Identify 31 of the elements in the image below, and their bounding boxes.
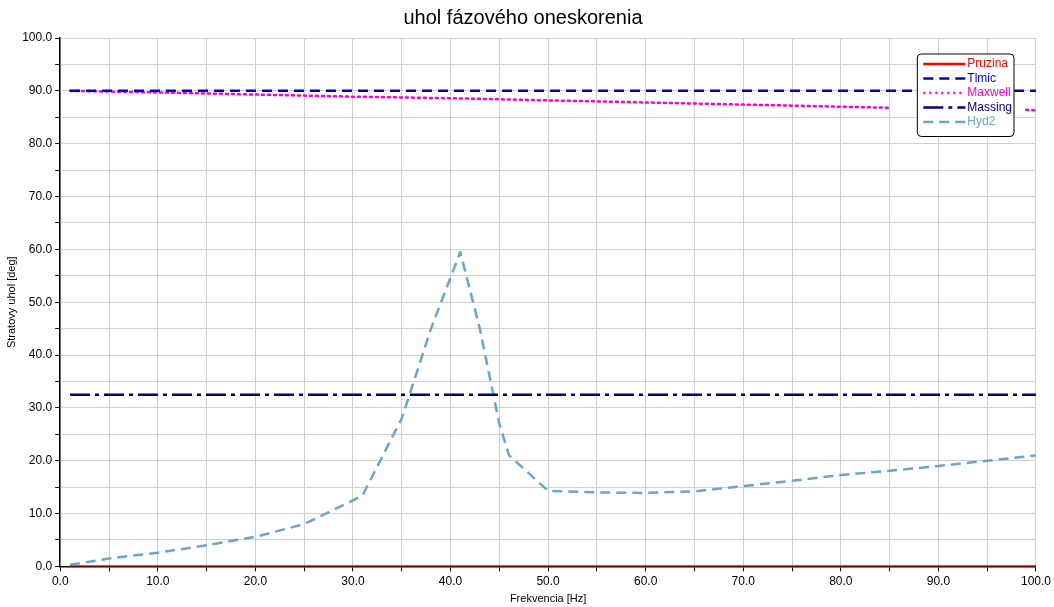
chart-title: uhol fázového oneskorenia — [403, 5, 644, 28]
legend-label: Massing — [967, 99, 1012, 114]
x-tick-label: 20.0 — [243, 573, 268, 588]
x-tick-label: 100.0 — [1020, 573, 1052, 588]
y-tick-label: 70.0 — [28, 188, 53, 203]
line-series — [68, 250, 1036, 567]
x-axis-title: Frekvencia [Hz] — [509, 592, 587, 605]
y-tick-label: 80.0 — [28, 135, 53, 150]
x-tick-label: 30.0 — [341, 573, 365, 588]
x-tick-label: 10.0 — [146, 573, 170, 588]
y-tick-label: 30.0 — [28, 400, 53, 415]
y-tick-label: 20.0 — [28, 453, 53, 468]
y-tick-label: 40.0 — [28, 347, 53, 362]
y-tick-label: 0.0 — [35, 558, 53, 573]
x-tick-label: 40.0 — [438, 573, 463, 588]
y-tick-label: 50.0 — [28, 294, 53, 309]
x-tick-label: 0.0 — [51, 573, 69, 588]
y-tick-label: 90.0 — [28, 83, 53, 98]
x-tick-label: 60.0 — [634, 573, 658, 588]
legend-label: Tlmic — [967, 70, 996, 85]
y-tick-label: 10.0 — [28, 505, 53, 520]
y-tick-label: 60.0 — [28, 241, 53, 256]
legend-label: Hyd2 — [967, 114, 996, 129]
x-tick-label: 70.0 — [731, 573, 756, 588]
y-tick-label: 100.0 — [22, 30, 53, 45]
x-tick-label: 90.0 — [926, 573, 951, 588]
legend-label: Maxwell — [967, 85, 1011, 100]
legend-label: Pruzina — [967, 56, 1009, 71]
x-tick-label: 50.0 — [536, 573, 561, 588]
y-axis-title: Stratovy uhol [deg] — [4, 256, 17, 349]
x-tick-label: 80.0 — [829, 573, 853, 588]
